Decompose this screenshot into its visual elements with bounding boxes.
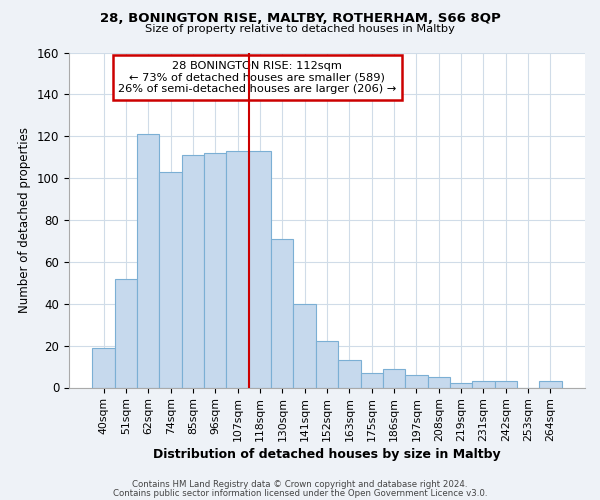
Bar xyxy=(271,239,293,388)
Bar xyxy=(338,360,361,388)
Bar xyxy=(226,151,249,388)
Bar xyxy=(405,375,428,388)
Bar xyxy=(249,151,271,388)
Text: 28, BONINGTON RISE, MALTBY, ROTHERHAM, S66 8QP: 28, BONINGTON RISE, MALTBY, ROTHERHAM, S… xyxy=(100,12,500,26)
Text: Contains public sector information licensed under the Open Government Licence v3: Contains public sector information licen… xyxy=(113,488,487,498)
Bar xyxy=(472,381,494,388)
Bar xyxy=(182,155,204,388)
X-axis label: Distribution of detached houses by size in Maltby: Distribution of detached houses by size … xyxy=(153,448,501,461)
Text: Size of property relative to detached houses in Maltby: Size of property relative to detached ho… xyxy=(145,24,455,34)
Bar xyxy=(428,377,450,388)
Bar xyxy=(383,368,405,388)
Bar xyxy=(204,153,226,388)
Bar xyxy=(160,172,182,388)
Bar xyxy=(316,342,338,388)
Bar xyxy=(293,304,316,388)
Bar xyxy=(92,348,115,388)
Bar xyxy=(361,373,383,388)
Bar xyxy=(494,381,517,388)
Bar xyxy=(115,278,137,388)
Bar xyxy=(137,134,160,388)
Text: 28 BONINGTON RISE: 112sqm
← 73% of detached houses are smaller (589)
26% of semi: 28 BONINGTON RISE: 112sqm ← 73% of detac… xyxy=(118,61,397,94)
Bar xyxy=(539,381,562,388)
Text: Contains HM Land Registry data © Crown copyright and database right 2024.: Contains HM Land Registry data © Crown c… xyxy=(132,480,468,489)
Bar xyxy=(450,384,472,388)
Y-axis label: Number of detached properties: Number of detached properties xyxy=(19,127,31,313)
